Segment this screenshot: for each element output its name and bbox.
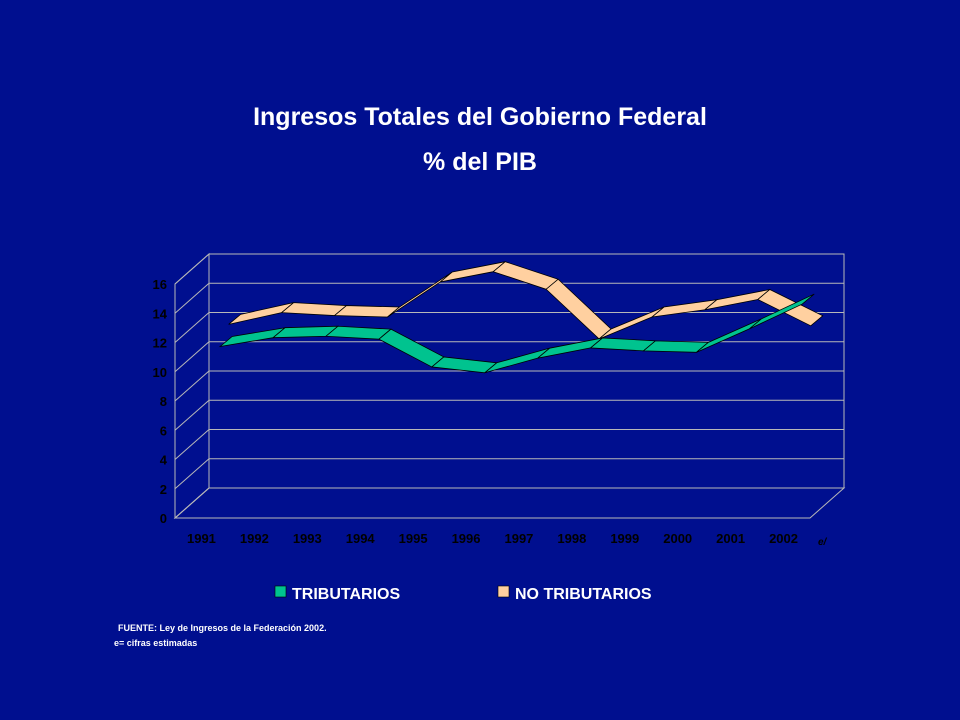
y-tick-label: 6 xyxy=(160,423,167,438)
gridline-diag-16 xyxy=(174,253,210,285)
chart-title: Ingresos Totales del Gobierno Federal xyxy=(253,103,707,131)
y-tick-label: 10 xyxy=(153,365,167,380)
gridline-diag-0 xyxy=(174,487,210,519)
estimate-note: e= cifras estimadas xyxy=(114,638,198,648)
x-tick-label: 1997 xyxy=(504,531,533,546)
y-tick-label: 16 xyxy=(153,277,167,292)
y-tick-label: 8 xyxy=(160,394,167,409)
y-tick-label: 4 xyxy=(160,453,168,468)
x-tick-label: 2001 xyxy=(716,531,745,546)
gridline-diag-12 xyxy=(174,312,210,343)
y-tick-label: 14 xyxy=(153,306,168,321)
y-tick-label: 2 xyxy=(160,482,167,497)
x-tick-label: 1998 xyxy=(557,531,586,546)
y-tick-label: 0 xyxy=(160,511,167,526)
x-tick-label: 1994 xyxy=(346,531,376,546)
x-suffix-label: e/ xyxy=(818,537,828,548)
tributarios-segment xyxy=(749,293,815,330)
x-tick-label: 2000 xyxy=(663,531,692,546)
x-tick-label: 1992 xyxy=(240,531,269,546)
legend-swatch-no-tributarios xyxy=(497,585,510,598)
x-tick-label: 1993 xyxy=(293,531,322,546)
gridline-diag-2 xyxy=(174,458,210,490)
legend-label-tributarios: TRIBUTARIOS xyxy=(292,586,400,603)
x-tick-label: 1991 xyxy=(187,531,216,546)
x-tick-label: 1999 xyxy=(610,531,639,546)
gridline-diag-14 xyxy=(174,282,210,314)
legend-label-no-tributarios: NO TRIBUTARIOS xyxy=(515,586,652,603)
y-tick-label: 12 xyxy=(153,336,167,351)
x-tick-label: 1996 xyxy=(452,531,481,546)
plot-floor xyxy=(173,487,846,519)
gridline-diag-6 xyxy=(174,399,210,431)
chart-subtitle: % del PIB xyxy=(423,148,537,176)
x-tick-label: 2002 xyxy=(769,531,798,546)
gridline-diag-10 xyxy=(174,341,210,373)
source-note: FUENTE: Ley de Ingresos de la Federación… xyxy=(118,623,327,633)
gridline-diag-4 xyxy=(174,429,210,460)
x-tick-label: 1995 xyxy=(399,531,428,546)
legend-swatch-tributarios xyxy=(274,585,287,598)
gridline-diag-8 xyxy=(174,370,210,402)
